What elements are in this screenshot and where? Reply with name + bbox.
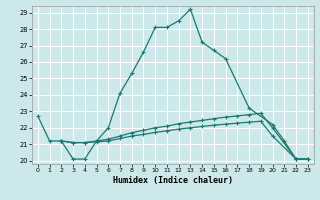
X-axis label: Humidex (Indice chaleur): Humidex (Indice chaleur) [113,176,233,185]
